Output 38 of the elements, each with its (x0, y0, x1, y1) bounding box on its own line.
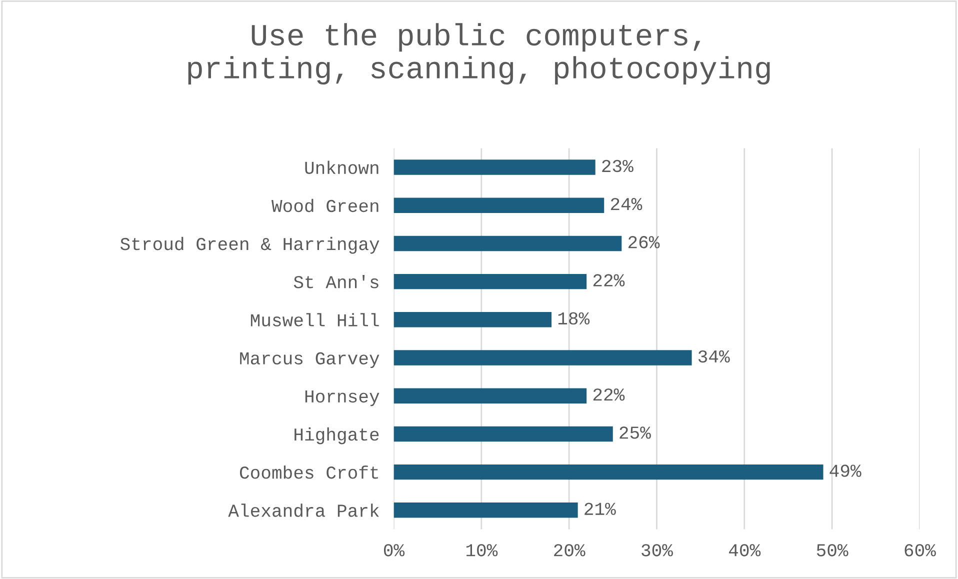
y-tick-label: Marcus Garvey (240, 352, 380, 368)
y-tick-label: Coombes Croft (240, 466, 378, 479)
bar (394, 388, 587, 404)
y-tick-label: Muswell Hill (250, 313, 379, 326)
bar (394, 350, 692, 366)
bar (394, 426, 613, 442)
x-tick-label: 10% (466, 544, 498, 556)
bar (394, 312, 552, 328)
y-tick-label: St Ann's (294, 275, 378, 288)
data-label: 22% (593, 388, 625, 401)
bar (394, 236, 622, 252)
x-tick-label: 40% (729, 544, 761, 556)
data-label: 21% (584, 502, 616, 515)
x-tick-label: 30% (642, 544, 673, 556)
x-tick-label: 0% (384, 544, 405, 556)
y-tick-label: Wood Green (271, 198, 378, 212)
x-tick-label: 60% (904, 544, 936, 556)
bar (394, 464, 824, 480)
bar (394, 160, 596, 175)
data-label: 49% (830, 464, 862, 477)
data-label: 34% (698, 350, 730, 363)
bar (394, 274, 587, 290)
data-label: 26% (628, 236, 660, 248)
data-label: 18% (558, 312, 590, 325)
y-tick-label: Alexandra Park (228, 504, 379, 517)
bar (394, 198, 604, 213)
data-label: 25% (620, 426, 651, 439)
bar (394, 502, 578, 518)
chart-title: Use the public computers, printing, scanning, photocopying (188, 23, 770, 85)
y-tick-label: Unknown (305, 160, 378, 174)
x-tick-label: 20% (554, 544, 586, 556)
y-tick-label: Hornsey (305, 390, 380, 406)
y-tick-label: Highgate (294, 427, 379, 444)
data-label: 22% (593, 274, 625, 286)
data-label: 23% (602, 160, 634, 172)
x-tick-label: 50% (816, 544, 848, 556)
data-label: 24% (610, 198, 642, 210)
y-tick-label: Stroud Green & Harringay (120, 236, 380, 254)
